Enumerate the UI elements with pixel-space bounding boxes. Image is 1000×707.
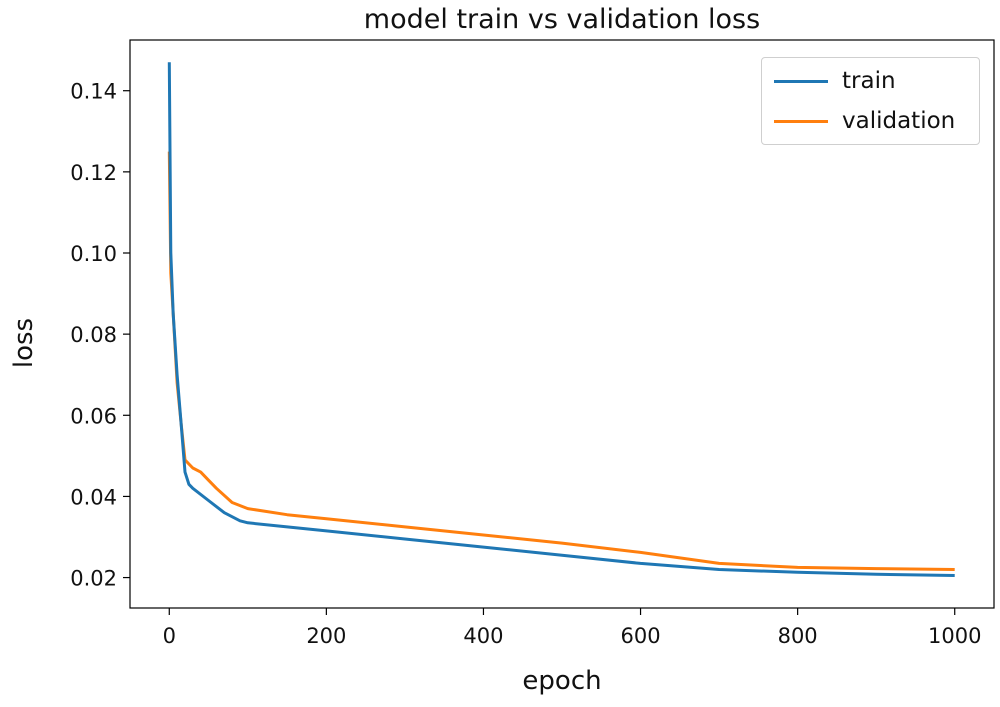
legend-label-train: train [842, 68, 896, 94]
plot-frame [129, 39, 995, 609]
y-tick-label: 0.02 [70, 567, 117, 591]
x-axis-label: epoch [522, 666, 602, 696]
series-line-train [167, 62, 955, 577]
x-tick-label: 600 [620, 624, 660, 648]
legend-swatch-train [774, 79, 828, 83]
y-tick-label: 0.08 [70, 323, 117, 347]
x-tick-label: 1000 [928, 624, 981, 648]
x-tick-label: 0 [163, 624, 176, 648]
legend: train validation [761, 57, 980, 145]
series-line-validation [167, 151, 955, 571]
legend-item-train: train [774, 66, 896, 96]
legend-item-validation: validation [774, 106, 955, 136]
y-tick-label: 0.14 [70, 80, 117, 104]
y-tick-label: 0.12 [70, 161, 117, 185]
y-tick-label: 0.04 [70, 485, 117, 509]
x-tick-label: 400 [463, 624, 503, 648]
y-axis-label: loss [9, 317, 39, 369]
y-tick-label: 0.10 [70, 242, 117, 266]
legend-label-validation: validation [842, 108, 956, 134]
x-tick-label: 800 [778, 624, 818, 648]
x-tick-label: 200 [306, 624, 346, 648]
chart-title: model train vs validation loss [363, 4, 761, 35]
legend-swatch-validation [774, 119, 828, 123]
y-tick-label: 0.06 [70, 404, 117, 428]
